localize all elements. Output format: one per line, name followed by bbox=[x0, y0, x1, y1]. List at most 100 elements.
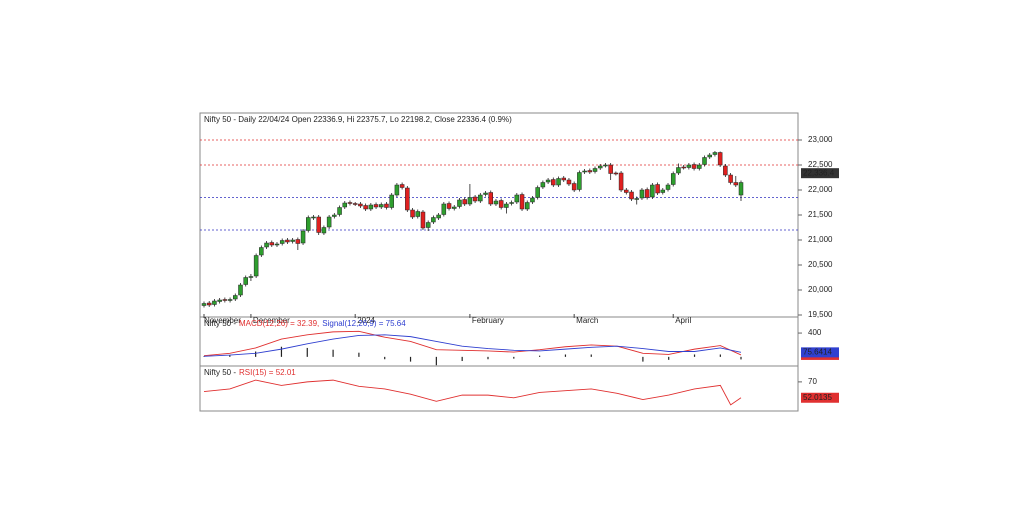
candle-body bbox=[629, 191, 634, 200]
candle-body bbox=[676, 167, 681, 174]
candle-body bbox=[259, 247, 264, 256]
y-tick-label: 22,000 bbox=[808, 185, 833, 194]
candle-body bbox=[728, 174, 733, 183]
candle-body bbox=[227, 299, 233, 301]
candle-body bbox=[597, 165, 603, 169]
candle-body bbox=[608, 164, 613, 174]
candle-body bbox=[467, 197, 473, 205]
candle-body bbox=[415, 211, 421, 217]
candle-body bbox=[441, 203, 447, 215]
value-box-label: 75.6414 bbox=[803, 347, 832, 356]
x-tick-label: February bbox=[472, 316, 504, 325]
candle-body bbox=[389, 194, 394, 208]
x-tick-label: April bbox=[675, 316, 691, 325]
candle-body bbox=[243, 277, 248, 285]
candle-body bbox=[707, 154, 712, 158]
candle-body bbox=[717, 152, 723, 166]
candle-body bbox=[300, 230, 306, 244]
candle-body bbox=[509, 202, 514, 204]
candle-body bbox=[363, 205, 368, 210]
candle-body bbox=[665, 184, 671, 190]
candle-body bbox=[373, 204, 379, 208]
candle-body bbox=[566, 179, 572, 185]
candle-body bbox=[733, 182, 739, 186]
candle-body bbox=[342, 202, 348, 208]
candle-body bbox=[540, 182, 546, 188]
candle-body bbox=[462, 199, 467, 205]
candle-body bbox=[352, 203, 358, 205]
candle-body bbox=[206, 302, 212, 306]
candle-body bbox=[478, 194, 483, 202]
y-tick-label: 22,500 bbox=[808, 160, 833, 169]
candle-body bbox=[274, 243, 280, 246]
candle-body bbox=[279, 240, 285, 244]
candle-body bbox=[691, 164, 697, 169]
candle-body bbox=[660, 189, 666, 193]
candle-body bbox=[702, 157, 707, 165]
y-tick-label: 400 bbox=[808, 328, 822, 337]
candle-body bbox=[514, 194, 520, 203]
candle-body bbox=[233, 295, 238, 300]
candle-body bbox=[269, 242, 275, 246]
candle-body bbox=[488, 192, 493, 205]
candle-body bbox=[379, 204, 384, 208]
y-tick-label: 23,000 bbox=[808, 135, 833, 144]
candle-body bbox=[321, 227, 327, 234]
candle-body bbox=[587, 170, 593, 173]
value-box bbox=[801, 168, 839, 179]
series-line bbox=[203, 334, 742, 357]
candle-body bbox=[644, 189, 650, 198]
candle-body bbox=[504, 203, 509, 208]
legend-title: Nifty 50 - bbox=[204, 368, 236, 377]
candle-body bbox=[634, 198, 639, 200]
candle-body bbox=[655, 184, 660, 194]
candle-body bbox=[332, 214, 337, 217]
candle-body bbox=[420, 211, 426, 229]
candle-body bbox=[410, 209, 415, 218]
candle-body bbox=[285, 239, 290, 243]
candle-body bbox=[545, 179, 551, 183]
candle-body bbox=[697, 164, 702, 169]
candle-body bbox=[530, 197, 535, 203]
candle-body bbox=[217, 299, 222, 302]
candle-body bbox=[248, 276, 254, 278]
candle-body bbox=[483, 192, 488, 195]
candle-body bbox=[519, 194, 525, 210]
candle-body bbox=[405, 187, 410, 211]
value-box-label: 52.0135 bbox=[803, 393, 832, 402]
value-box bbox=[801, 347, 839, 358]
x-tick-label: December bbox=[253, 316, 290, 325]
x-tick-label: November bbox=[204, 316, 241, 325]
candle-body bbox=[326, 216, 332, 228]
candle-body bbox=[452, 206, 457, 209]
candle-body bbox=[561, 177, 566, 181]
legend-entry: RSI(15) = 52.01 bbox=[239, 368, 296, 377]
candle-body bbox=[686, 164, 692, 168]
candle-body bbox=[582, 170, 587, 173]
candle-body bbox=[681, 166, 686, 169]
candle-body bbox=[253, 255, 259, 277]
series-line bbox=[203, 330, 742, 357]
candle-body bbox=[384, 203, 389, 208]
candle-body bbox=[493, 200, 499, 205]
candle-body bbox=[712, 152, 718, 155]
candle-body bbox=[524, 202, 530, 210]
candle-body bbox=[613, 172, 619, 175]
candle-body bbox=[446, 203, 452, 209]
candle-body bbox=[577, 172, 582, 190]
legend-entry: MACD(12,26) = 32.39, bbox=[239, 319, 319, 328]
y-tick-label: 21,000 bbox=[808, 235, 833, 244]
chart-title: Nifty 50 - Daily 22/04/24 Open 22336.9, … bbox=[204, 115, 512, 124]
candle-body bbox=[347, 202, 353, 204]
y-tick-label: 21,500 bbox=[808, 210, 833, 219]
value-box-label: 22,336.4 bbox=[803, 168, 835, 177]
candle-body bbox=[436, 214, 441, 219]
x-tick-label: 2024 bbox=[357, 316, 375, 325]
candle-body bbox=[571, 183, 577, 191]
candle-body bbox=[431, 217, 436, 223]
candle-body bbox=[723, 165, 728, 176]
y-tick-label: 20,500 bbox=[808, 260, 833, 269]
candle-body bbox=[639, 189, 645, 199]
candle-body bbox=[425, 222, 431, 228]
legend-entry: Signal(12,26,9) = 75.64 bbox=[322, 319, 406, 328]
